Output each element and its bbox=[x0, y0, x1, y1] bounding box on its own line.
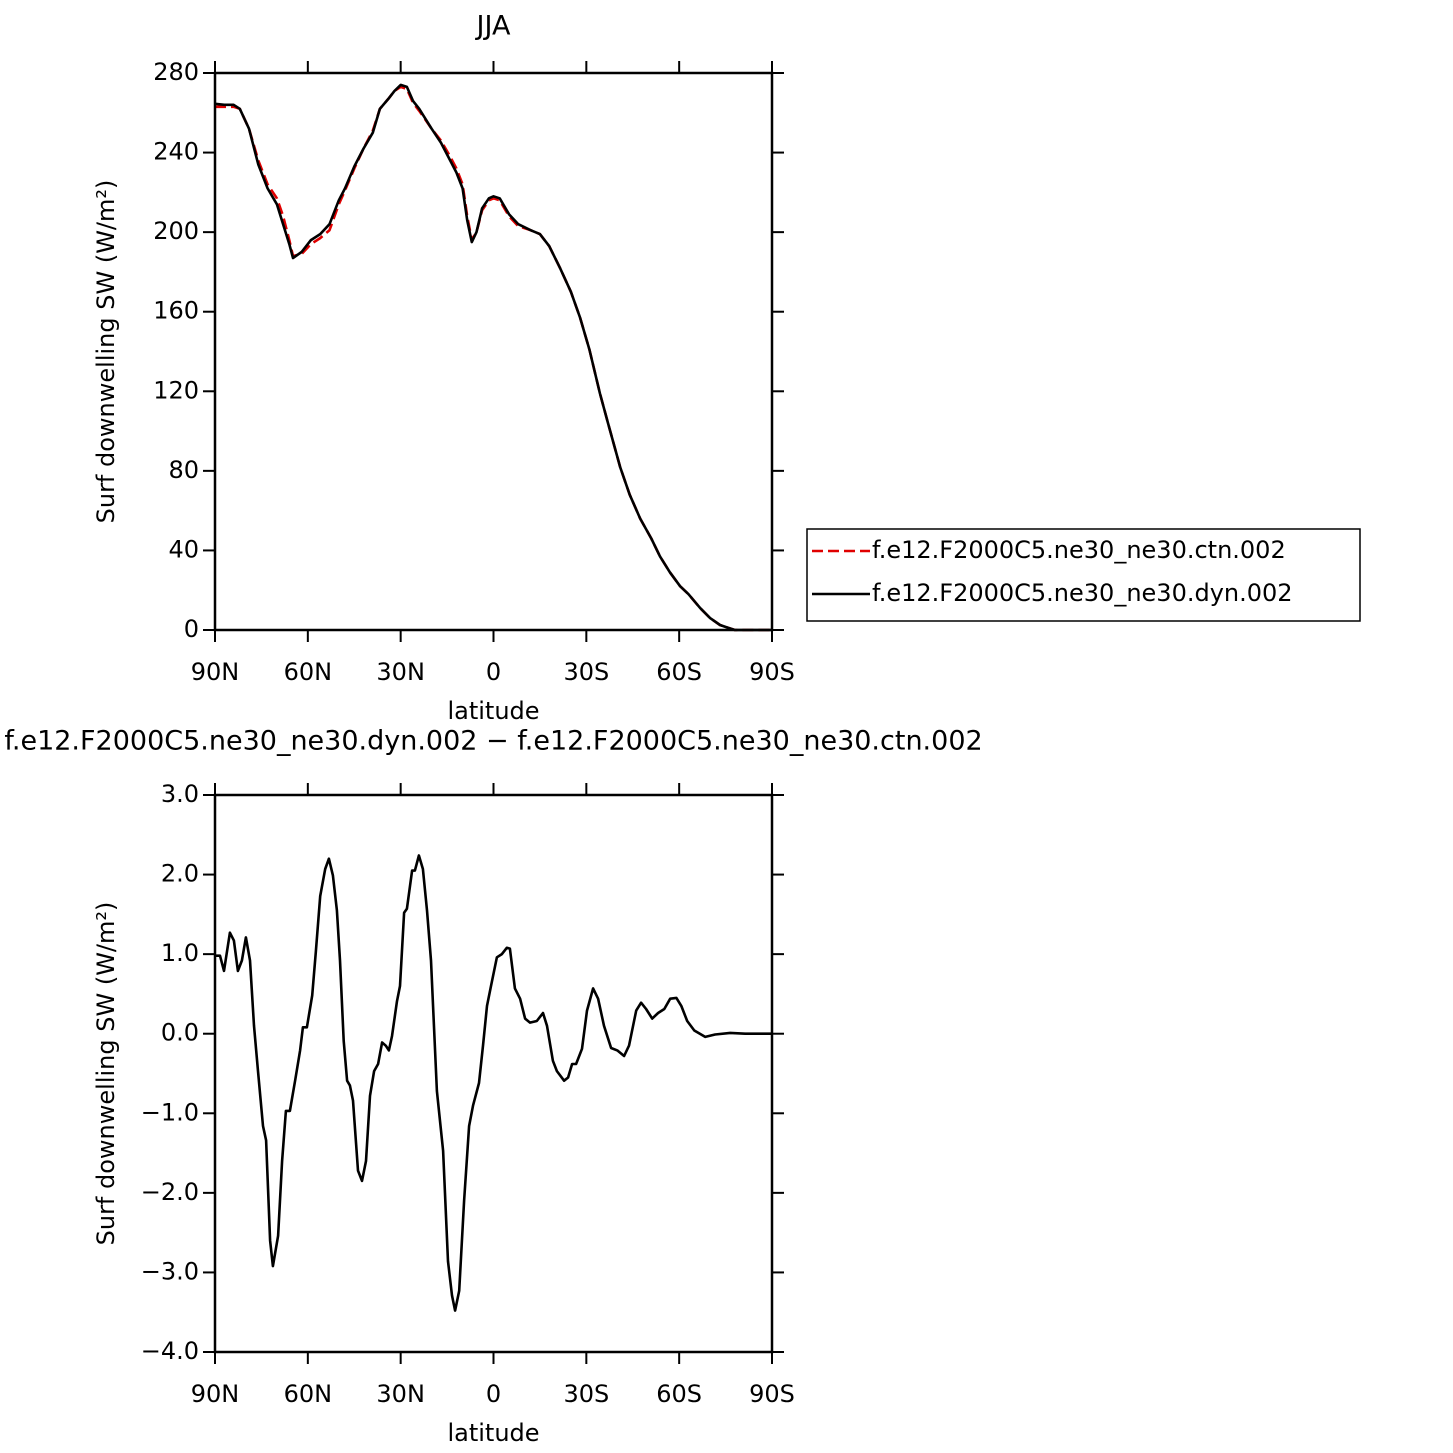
y-axis-label: Surf downwelling SW (W/m²) bbox=[92, 902, 120, 1246]
legend-box bbox=[806, 528, 1361, 622]
y-tick-label: −1.0 bbox=[141, 1098, 199, 1126]
chart-title: JJA bbox=[475, 11, 511, 42]
chart-title: f.e12.F2000C5.ne30_ne30.dyn.002 − f.e12.… bbox=[4, 726, 982, 757]
y-tick-label: 1.0 bbox=[161, 939, 199, 967]
y-tick-label: −3.0 bbox=[141, 1257, 199, 1285]
y-tick-label: 0 bbox=[184, 615, 199, 643]
legend-label: f.e12.F2000C5.ne30_ne30.dyn.002 bbox=[872, 579, 1293, 607]
x-tick-label: 90S bbox=[749, 658, 795, 686]
x-tick-label: 30N bbox=[376, 658, 425, 686]
x-axis-label: latitude bbox=[447, 697, 539, 725]
y-tick-label: 40 bbox=[168, 535, 199, 563]
x-tick-label: 90N bbox=[191, 658, 240, 686]
y-tick-label: 280 bbox=[153, 58, 199, 86]
y-tick-label: −2.0 bbox=[141, 1178, 199, 1206]
y-tick-label: 160 bbox=[153, 297, 199, 325]
y-tick-label: 0.0 bbox=[161, 1019, 199, 1047]
y-axis-label: Surf downwelling SW (W/m²) bbox=[92, 180, 120, 524]
y-tick-label: 3.0 bbox=[161, 780, 199, 808]
data-line bbox=[215, 85, 772, 632]
x-tick-label: 90S bbox=[749, 1380, 795, 1408]
x-tick-label: 60S bbox=[656, 1380, 702, 1408]
x-tick-label: 0 bbox=[486, 658, 501, 686]
y-tick-label: 2.0 bbox=[161, 860, 199, 888]
x-tick-label: 30S bbox=[563, 658, 609, 686]
x-tick-label: 60S bbox=[656, 658, 702, 686]
y-tick-label: 120 bbox=[153, 376, 199, 404]
x-tick-label: 0 bbox=[486, 1380, 501, 1408]
y-tick-label: 240 bbox=[153, 138, 199, 166]
x-tick-label: 30N bbox=[376, 1380, 425, 1408]
x-tick-label: 60N bbox=[284, 1380, 333, 1408]
y-tick-label: 80 bbox=[168, 456, 199, 484]
legend-label: f.e12.F2000C5.ne30_ne30.ctn.002 bbox=[872, 536, 1286, 564]
x-tick-label: 60N bbox=[284, 658, 333, 686]
data-line bbox=[214, 83, 772, 632]
plot-frame bbox=[213, 71, 774, 632]
y-tick-label: −4.0 bbox=[141, 1337, 199, 1365]
plot-frame bbox=[213, 793, 774, 1354]
x-tick-label: 30S bbox=[563, 1380, 609, 1408]
y-tick-label: 200 bbox=[153, 217, 199, 245]
data-line bbox=[215, 854, 772, 1312]
x-axis-label: latitude bbox=[447, 1419, 539, 1447]
x-tick-label: 90N bbox=[191, 1380, 240, 1408]
